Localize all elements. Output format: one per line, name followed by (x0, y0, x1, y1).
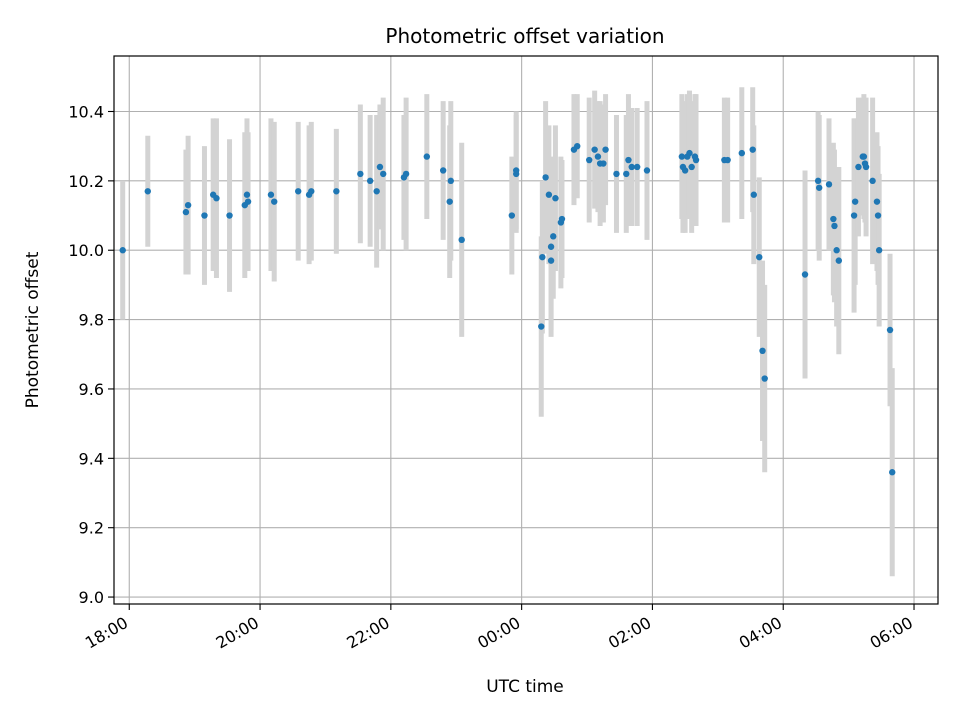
data-point (594, 153, 602, 160)
data-point (835, 257, 843, 264)
data-point (366, 177, 374, 185)
data-point (201, 212, 208, 219)
data-point (271, 198, 278, 205)
data-point (538, 323, 545, 330)
y-tick-label: 9.8 (79, 311, 104, 330)
data-point (226, 212, 233, 219)
data-point (243, 191, 251, 198)
data-point (613, 170, 620, 178)
chart-title: Photometric offset variation (385, 24, 664, 48)
y-tick-label: 9.4 (79, 449, 104, 468)
data-point (439, 167, 447, 174)
data-point (628, 163, 635, 171)
data-point (423, 153, 431, 160)
data-point (875, 247, 883, 254)
data-points (119, 142, 896, 476)
data-point (814, 177, 822, 185)
data-point (830, 215, 837, 223)
data-point (873, 198, 881, 205)
data-point (182, 208, 190, 216)
data-point (855, 163, 862, 171)
data-point (119, 247, 126, 254)
data-point (692, 156, 700, 164)
data-point (552, 195, 559, 202)
data-point (545, 191, 553, 198)
data-point (602, 146, 609, 153)
data-point (724, 156, 731, 164)
plot-area-frame (113, 55, 939, 605)
data-point (681, 167, 689, 174)
data-point (862, 163, 870, 171)
data-point (574, 142, 581, 150)
data-point (144, 188, 151, 195)
y-tick-label: 10.0 (68, 241, 104, 260)
data-point (600, 160, 607, 167)
data-point (447, 177, 454, 185)
data-point (686, 149, 693, 157)
data-point (801, 271, 809, 278)
data-point (373, 188, 380, 195)
data-point (749, 146, 756, 153)
data-point (759, 347, 766, 355)
data-point (402, 170, 410, 178)
data-point (446, 198, 453, 205)
data-point (357, 170, 364, 178)
data-point (558, 215, 566, 223)
data-point (213, 195, 220, 202)
data-point (761, 375, 768, 382)
data-point (688, 163, 695, 171)
data-point (850, 212, 858, 219)
data-point (184, 201, 192, 209)
y-tick-label: 9.2 (79, 519, 104, 538)
data-point (750, 191, 757, 198)
data-point (851, 198, 859, 205)
data-point (889, 469, 896, 476)
data-point (678, 153, 686, 160)
data-point (508, 212, 516, 219)
y-tick-label: 9.6 (79, 380, 104, 399)
data-point (886, 326, 894, 334)
data-point (831, 222, 838, 230)
data-point (738, 149, 746, 157)
data-point (833, 247, 840, 254)
data-point (547, 257, 555, 264)
data-point (539, 253, 546, 261)
data-point (633, 163, 641, 171)
y-axis: 9.0 9.2 9.4 9.6 9.8 10.0 10.2 10.4 (68, 102, 114, 607)
data-point (869, 177, 876, 185)
y-tick-label: 9.0 (79, 588, 104, 607)
x-axis-title: UTC time (486, 677, 564, 697)
y-axis-title: Photometric offset (23, 251, 43, 408)
data-point (586, 156, 593, 164)
data-point (825, 181, 833, 188)
data-point (333, 188, 340, 195)
data-point (874, 212, 882, 219)
grid (114, 56, 938, 604)
y-tick-label: 10.4 (68, 102, 104, 121)
data-point (756, 253, 763, 261)
data-point (512, 167, 520, 174)
data-point (308, 188, 315, 195)
data-point (295, 188, 302, 195)
data-point (458, 236, 465, 244)
data-point (376, 163, 384, 171)
data-point (591, 146, 598, 153)
data-point (244, 198, 252, 205)
data-point (643, 167, 651, 174)
data-point (550, 233, 557, 240)
data-point (380, 170, 387, 178)
y-tick-label: 10.2 (68, 172, 104, 191)
data-point (623, 170, 630, 178)
data-point (815, 184, 823, 191)
data-point (625, 156, 632, 164)
data-point (547, 243, 555, 250)
data-point (542, 174, 549, 181)
data-point (267, 191, 275, 198)
data-point (860, 153, 868, 160)
